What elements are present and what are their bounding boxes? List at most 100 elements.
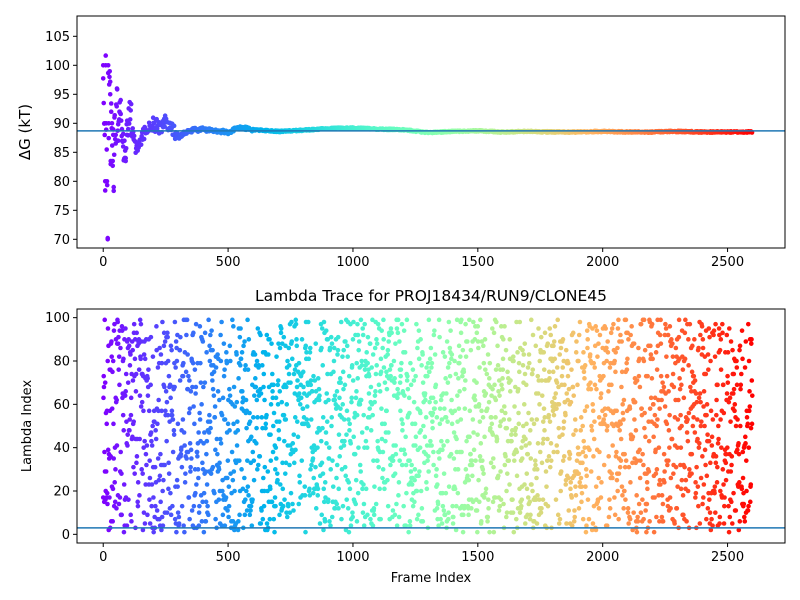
lambda-point (428, 438, 433, 444)
lambda-point (284, 402, 290, 407)
lambda-point (736, 480, 742, 485)
lambda-point (372, 399, 377, 405)
lambda-point (262, 488, 267, 494)
delta-g-point (104, 147, 110, 152)
lambda-point (680, 493, 686, 498)
lambda-point (728, 419, 733, 424)
lambda-point (490, 386, 495, 392)
lambda-point (620, 402, 625, 407)
lambda-point (336, 486, 342, 492)
lambda-point (609, 471, 614, 476)
lambda-point (437, 456, 442, 461)
lambda-point (543, 469, 549, 474)
lambda-point (598, 395, 603, 401)
delta-g-axes: 0 500 1000 1500 2000 2500 707580859095100105 … (16, 15, 786, 270)
lambda-point (578, 428, 584, 433)
lambda-point (576, 358, 581, 364)
lambda-point (151, 495, 156, 500)
lambda-point (715, 382, 720, 388)
lambda-point (402, 451, 408, 457)
lambda-point (503, 514, 509, 520)
lambda-point (353, 395, 359, 401)
lambda-point (214, 436, 220, 442)
lambda-point (240, 389, 245, 394)
lambda-point (462, 406, 468, 411)
lambda-point (569, 367, 574, 372)
lambda-point (258, 332, 263, 338)
lambda-point (427, 369, 432, 375)
lambda-point (350, 514, 356, 520)
lambda-point (476, 345, 481, 351)
lambda-point (303, 529, 308, 535)
lambda-point (402, 350, 408, 355)
lambda-point (636, 373, 642, 379)
lambda-point (697, 521, 703, 526)
lambda-point (677, 386, 683, 392)
lambda-point (517, 319, 523, 325)
lambda-point (533, 343, 539, 349)
lambda-point (437, 334, 442, 340)
lambda-point (242, 339, 247, 344)
lambda-point (654, 423, 659, 429)
lambda-point (189, 508, 195, 513)
lambda-point (207, 358, 213, 364)
lambda-point (664, 421, 670, 427)
lambda-point (213, 516, 218, 522)
lambda-point (209, 328, 214, 333)
lambda-point (218, 332, 223, 338)
lambda-point (145, 376, 150, 381)
lambda-point (147, 458, 152, 463)
lambda-point (657, 406, 662, 411)
lambda-point (528, 512, 533, 518)
lambda-point (713, 321, 718, 327)
lambda-point (637, 356, 642, 362)
lambda-point (228, 358, 233, 364)
lambda-point (540, 441, 546, 446)
lambda-point (289, 319, 294, 325)
lambda-point (169, 408, 175, 414)
lambda-point (210, 378, 215, 383)
lambda-point (696, 445, 702, 450)
lambda-point (650, 356, 655, 362)
lambda-point (213, 447, 218, 453)
lambda-point (268, 402, 274, 407)
lambda-point (160, 319, 165, 325)
lambda-point (420, 519, 426, 524)
lambda-point (143, 482, 148, 487)
lambda-point (508, 432, 514, 437)
lambda-point (647, 519, 652, 524)
lambda-point (532, 458, 538, 463)
lambda-point (522, 371, 528, 377)
lambda-point (143, 451, 149, 457)
lambda-point (654, 467, 660, 472)
lambda-point (101, 384, 107, 390)
lambda-point (619, 369, 625, 375)
lambda-point (140, 527, 146, 533)
lambda-point (456, 343, 462, 349)
lambda-point (112, 480, 118, 485)
lambda-point (502, 462, 508, 468)
lambda-point (576, 332, 582, 338)
lambda-point (116, 334, 121, 340)
lambda-point (392, 512, 398, 518)
lambda-point (128, 352, 133, 357)
lambda-point (626, 521, 631, 526)
lambda-point (408, 360, 413, 366)
lambda-point (398, 408, 403, 414)
lambda-point (700, 501, 705, 507)
lambda-point (279, 341, 285, 346)
lambda-point (322, 519, 328, 524)
lambda-point (702, 423, 707, 429)
delta-g-point (113, 132, 119, 138)
delta-g-point (127, 117, 133, 122)
lambda-point (169, 412, 175, 418)
lambda-point (734, 382, 740, 388)
lambda-point (435, 482, 440, 487)
lambda-point (501, 501, 506, 507)
lambda-point (638, 321, 644, 327)
lambda-point (571, 393, 577, 398)
lambda-point (246, 337, 252, 342)
lambda-point (492, 382, 497, 388)
lambda-point (291, 432, 297, 437)
lambda-point (497, 393, 502, 398)
